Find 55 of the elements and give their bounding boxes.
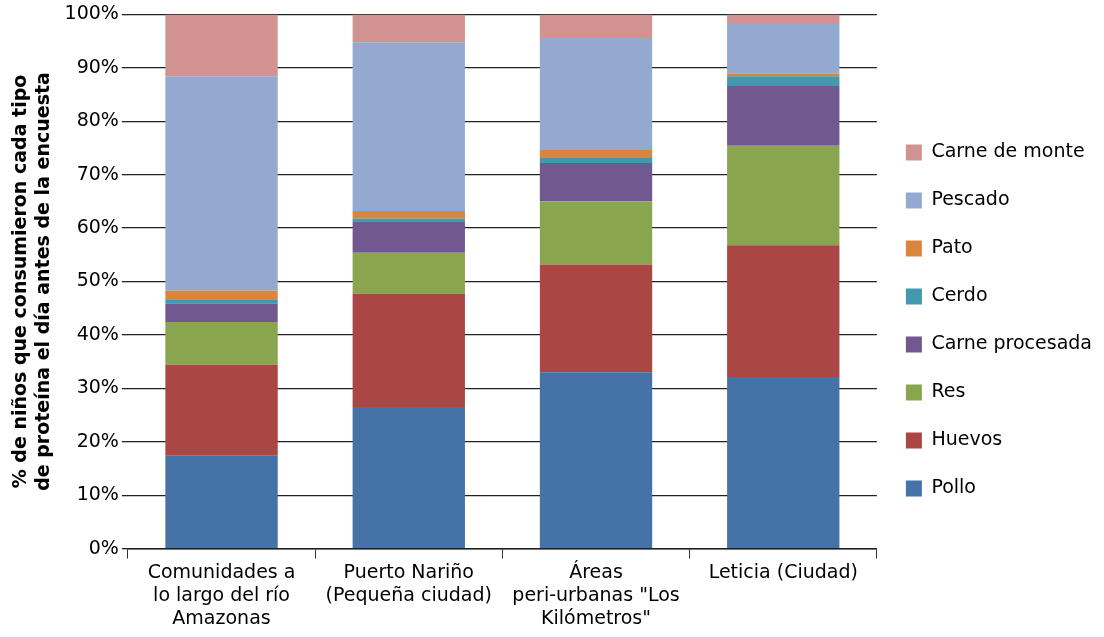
bar [539,201,653,265]
bar [165,303,278,323]
y-tick-label: 90% [76,54,119,77]
y-tick-label: 100% [64,1,119,24]
y-tick-label: 0% [88,535,119,558]
y-axis-title: % de niños que consumieron cada tipo de proteína el día antes de la encuesta [8,72,54,491]
legend-label: Pato [931,235,973,258]
bar [352,221,465,253]
x-tick-label: Comunidades a lo largo del río Amazonas [147,559,296,628]
y-tick-label: 10% [76,482,119,505]
bar [165,14,278,77]
bar [165,364,278,456]
bar [165,76,278,291]
y-tick-label: 20% [76,428,119,451]
bar [352,14,465,43]
bar [352,293,465,408]
bar [539,158,653,163]
legend-label: Huevos [931,427,1003,450]
bar [165,299,278,304]
legend-label: Pollo [931,475,976,498]
bar [727,145,840,246]
bar [539,14,653,38]
bar [727,24,840,74]
y-tick-label: 40% [76,321,119,344]
y-tick-label: 50% [76,268,119,291]
legend-label: Cerdo [931,283,988,306]
bar [352,210,465,219]
x-tick-label: Puerto Nariño (Pequeña ciudad) [325,559,492,605]
y-tick-label: 70% [76,161,119,184]
legend-label: Carne procesada [931,331,1093,354]
bar [165,322,278,365]
bar [352,218,465,222]
bar [352,252,465,294]
bar [727,377,840,548]
y-tick-label: 60% [76,215,119,238]
bar [539,264,653,373]
bar [165,455,278,548]
legend-label: Res [931,379,966,402]
bar [352,42,465,211]
bar [539,37,653,151]
y-tick-label: 80% [76,108,119,131]
bar [539,162,653,202]
legend-label: Pescado [931,187,1010,210]
x-tick-label: Áreas peri-urbanas "Los Kilómetros" [512,559,680,628]
bar [352,407,465,548]
bar [539,150,653,159]
legend-label: Carne de monte [931,139,1085,162]
bar [539,372,653,548]
bar [727,14,840,25]
y-tick-label: 30% [76,375,119,398]
bar [727,245,840,378]
bar [727,76,840,86]
bar [165,290,278,300]
x-tick-label: Leticia (Ciudad) [708,559,858,582]
bar [727,85,840,146]
